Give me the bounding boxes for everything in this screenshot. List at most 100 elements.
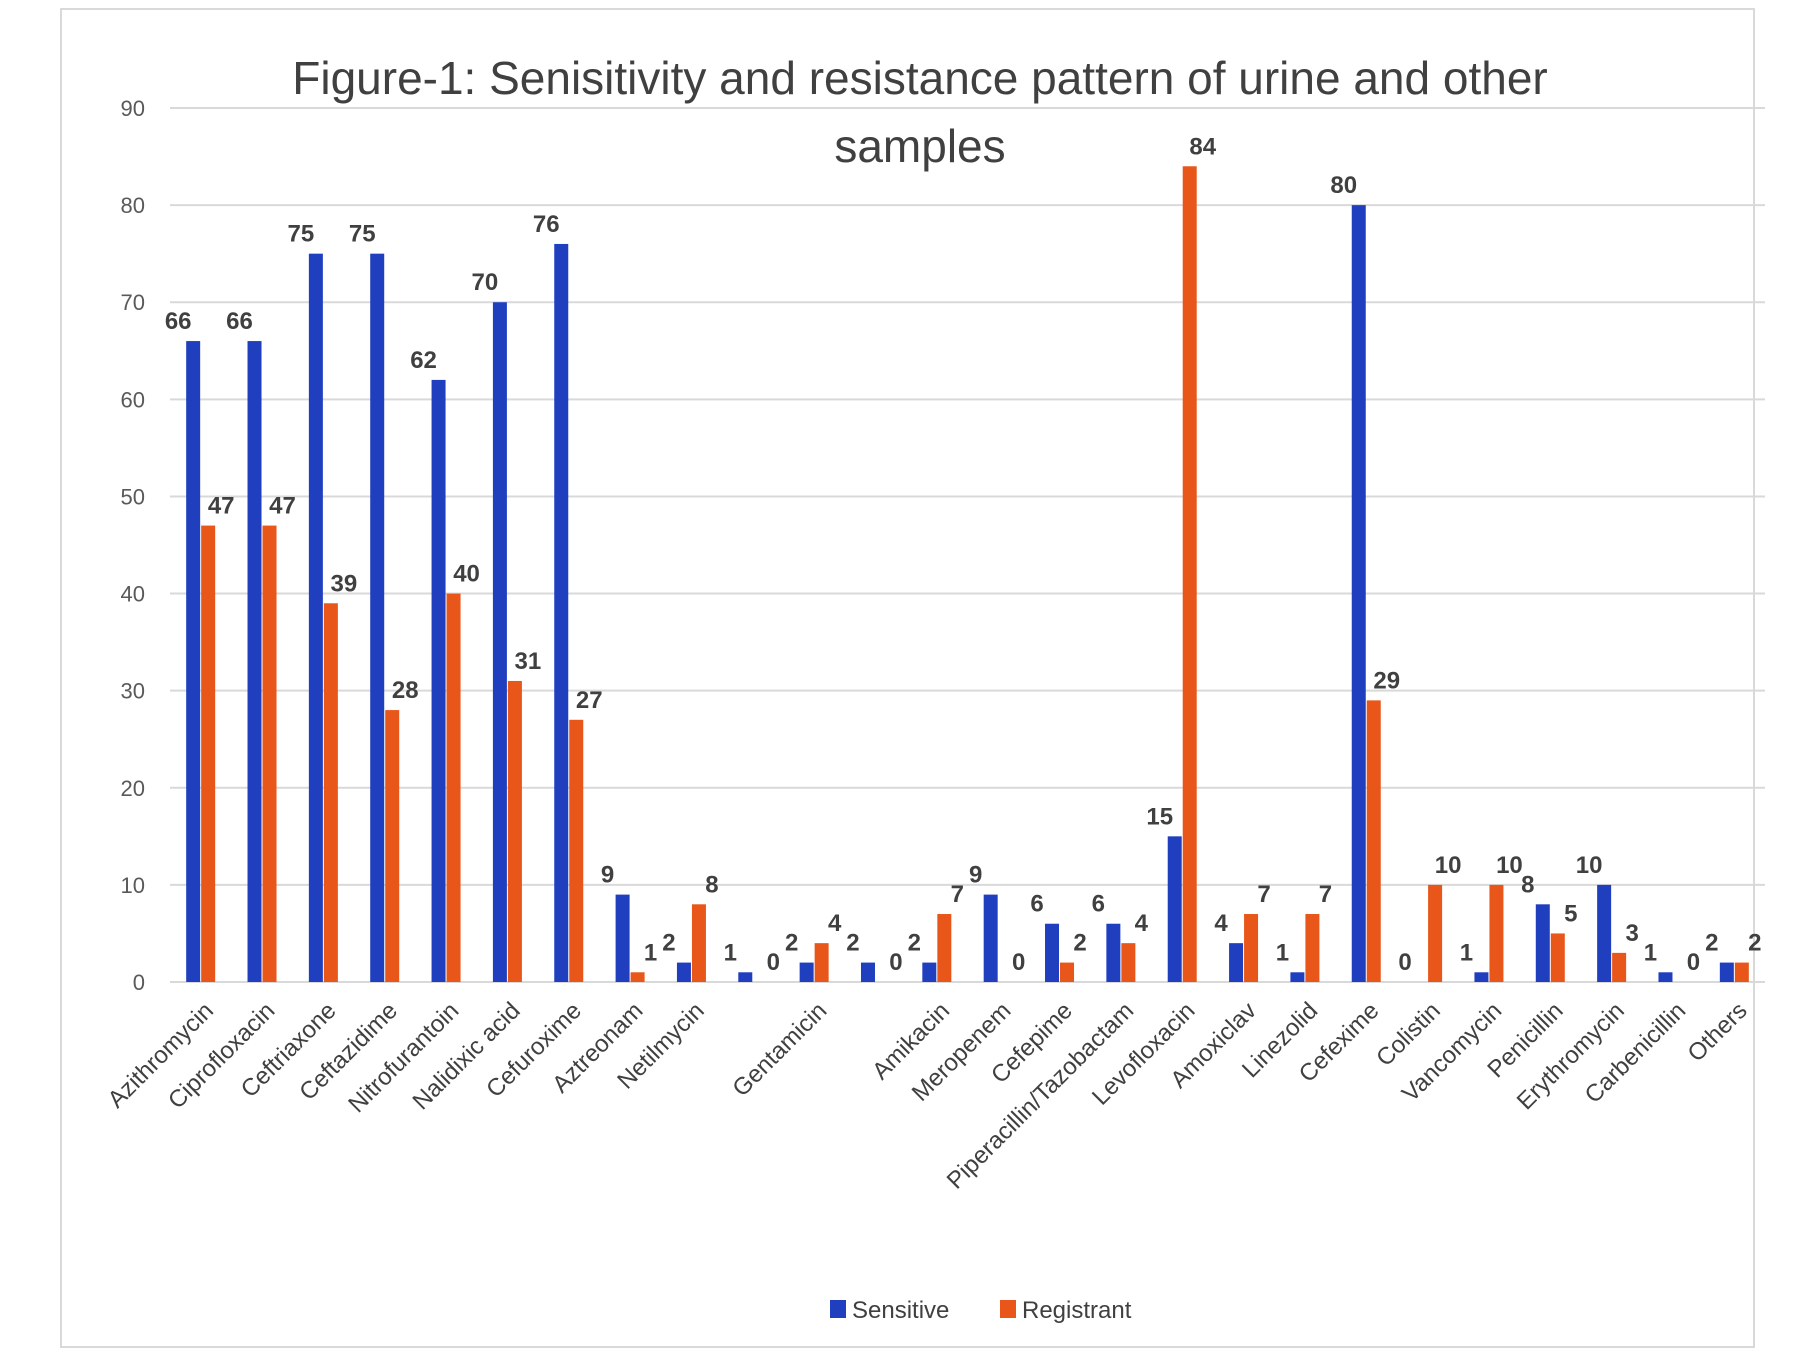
data-label-sensitive-8: 9 — [601, 862, 614, 889]
bar-registrant-1 — [201, 525, 216, 982]
bar-sensitive-26 — [1719, 962, 1734, 982]
legend-swatch-sensitive — [830, 1300, 846, 1318]
data-label-registrant-13: 7 — [951, 881, 964, 908]
bar-registrant-22 — [1489, 884, 1504, 982]
y-tick-label-50: 50 — [121, 484, 145, 509]
data-label-registrant-17: 84 — [1189, 133, 1216, 160]
data-label-sensitive-5: 62 — [410, 347, 437, 374]
data-label-sensitive-20: 80 — [1330, 172, 1357, 199]
bar-registrant-13 — [937, 914, 952, 982]
chart-frame — [60, 8, 1755, 1348]
bar-sensitive-5 — [431, 379, 446, 982]
data-label-registrant-15: 2 — [1073, 930, 1086, 957]
data-label-registrant-12: 0 — [889, 949, 902, 976]
bar-sensitive-2 — [247, 341, 262, 983]
data-label-registrant-22: 10 — [1496, 852, 1523, 879]
bar-registrant-23 — [1550, 933, 1565, 982]
y-tick-label-30: 30 — [121, 679, 145, 704]
y-tick-label-90: 90 — [121, 96, 145, 121]
bar-sensitive-11 — [799, 962, 814, 982]
bar-sensitive-9 — [676, 962, 691, 982]
bar-sensitive-24 — [1597, 884, 1612, 982]
legend-label-registrant: Registrant — [1022, 1297, 1132, 1324]
data-label-registrant-10: 0 — [767, 949, 780, 976]
data-label-sensitive-25: 1 — [1644, 939, 1657, 966]
bar-sensitive-4 — [370, 253, 385, 982]
bar-sensitive-15 — [1045, 923, 1060, 982]
bar-sensitive-13 — [922, 962, 937, 982]
legend-swatch-registrant — [1000, 1300, 1016, 1318]
data-label-registrant-20: 29 — [1373, 667, 1400, 694]
data-label-registrant-2: 47 — [269, 493, 296, 520]
bar-registrant-7 — [569, 719, 584, 982]
data-label-sensitive-6: 70 — [472, 269, 499, 296]
bar-registrant-18 — [1244, 914, 1259, 982]
data-label-sensitive-21: 0 — [1398, 949, 1411, 976]
data-label-sensitive-3: 75 — [288, 221, 315, 248]
data-label-sensitive-19: 1 — [1276, 939, 1289, 966]
data-label-registrant-6: 31 — [515, 648, 542, 675]
data-label-sensitive-15: 6 — [1030, 891, 1043, 918]
y-tick-label-10: 10 — [121, 873, 145, 898]
data-label-sensitive-22: 1 — [1460, 939, 1473, 966]
bar-registrant-15 — [1060, 962, 1075, 982]
data-label-sensitive-11: 2 — [785, 930, 798, 957]
bar-sensitive-8 — [615, 894, 630, 982]
data-label-registrant-1: 47 — [208, 493, 235, 520]
data-label-sensitive-12: 2 — [846, 930, 859, 957]
bar-sensitive-23 — [1535, 904, 1550, 982]
x-tick-label-11: Gentamicin — [727, 997, 832, 1102]
bar-sensitive-20 — [1351, 205, 1366, 983]
data-label-registrant-11: 4 — [828, 910, 842, 937]
bar-registrant-17 — [1182, 166, 1197, 982]
y-tick-label-70: 70 — [121, 290, 145, 315]
y-tick-label-0: 0 — [133, 970, 145, 995]
bar-registrant-9 — [691, 904, 706, 982]
bar-sensitive-14 — [983, 894, 998, 982]
data-label-sensitive-10: 1 — [724, 939, 737, 966]
bar-registrant-11 — [814, 943, 829, 982]
y-tick-label-80: 80 — [121, 193, 145, 218]
data-label-sensitive-13: 2 — [908, 930, 921, 957]
bar-registrant-6 — [507, 680, 522, 982]
bar-sensitive-1 — [186, 341, 201, 983]
bar-registrant-5 — [446, 593, 461, 982]
bar-sensitive-16 — [1106, 923, 1121, 982]
bar-sensitive-7 — [554, 243, 569, 982]
bar-registrant-2 — [262, 525, 277, 982]
bar-sensitive-3 — [308, 253, 323, 982]
data-label-registrant-23: 5 — [1564, 900, 1577, 927]
data-label-registrant-7: 27 — [576, 687, 603, 714]
data-label-sensitive-9: 2 — [662, 930, 675, 957]
data-label-registrant-4: 28 — [392, 677, 419, 704]
data-label-registrant-25: 0 — [1687, 949, 1700, 976]
y-tick-label-60: 60 — [121, 387, 145, 412]
x-tick-label-1: Azithromycin — [103, 997, 219, 1113]
data-label-registrant-24: 3 — [1625, 920, 1638, 947]
bar-registrant-19 — [1305, 914, 1320, 982]
data-label-sensitive-24: 10 — [1576, 852, 1603, 879]
bar-registrant-8 — [630, 972, 645, 982]
bar-sensitive-18 — [1229, 943, 1244, 982]
data-label-registrant-26: 2 — [1748, 930, 1761, 957]
data-label-sensitive-26: 2 — [1705, 930, 1718, 957]
data-label-registrant-9: 8 — [705, 871, 718, 898]
bar-sensitive-19 — [1290, 972, 1305, 982]
data-label-registrant-18: 7 — [1257, 881, 1270, 908]
data-label-registrant-5: 40 — [453, 561, 480, 588]
bar-sensitive-6 — [492, 302, 507, 982]
data-label-sensitive-14: 9 — [969, 862, 982, 889]
data-label-sensitive-18: 4 — [1214, 910, 1228, 937]
data-label-sensitive-16: 6 — [1092, 891, 1105, 918]
chart-title-line-2: samples — [834, 120, 1005, 172]
data-label-registrant-14: 0 — [1012, 949, 1025, 976]
data-label-sensitive-4: 75 — [349, 221, 376, 248]
data-label-sensitive-2: 66 — [226, 308, 253, 335]
bar-sensitive-10 — [738, 972, 753, 982]
data-label-sensitive-1: 66 — [165, 308, 192, 335]
bar-registrant-26 — [1734, 962, 1749, 982]
data-label-registrant-19: 7 — [1319, 881, 1332, 908]
data-label-registrant-3: 39 — [331, 570, 358, 597]
y-tick-label-40: 40 — [121, 582, 145, 607]
legend-label-sensitive: Sensitive — [852, 1297, 949, 1324]
